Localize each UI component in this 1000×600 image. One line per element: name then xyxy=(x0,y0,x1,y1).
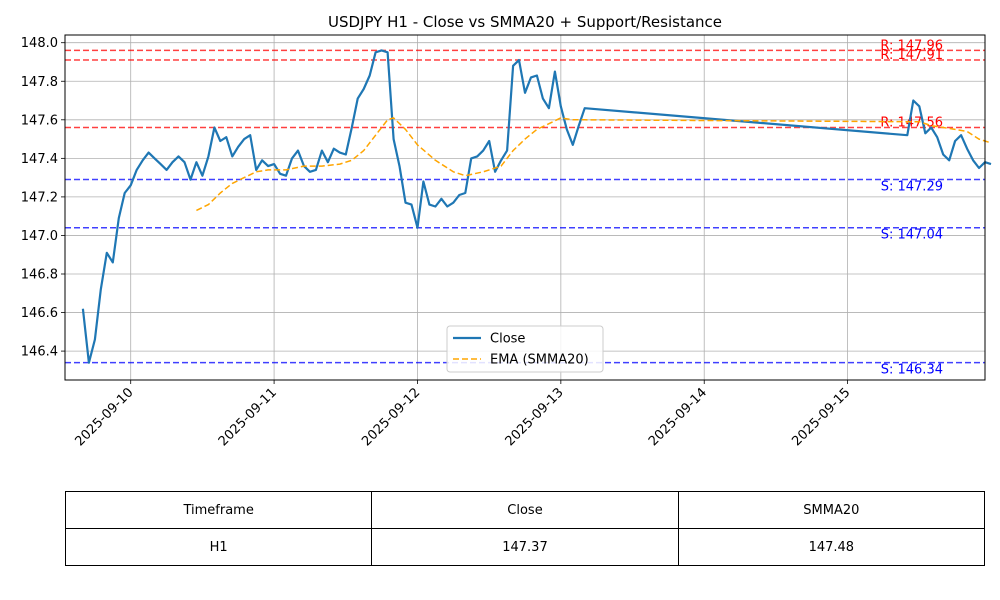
x-tick-label: 2025-09-14 xyxy=(646,385,710,449)
table-cell-smma20: 147.48 xyxy=(677,528,986,566)
legend-label: Close xyxy=(490,332,525,347)
resistance-level-label: R: 147.91 xyxy=(880,48,943,63)
support-level-label: S: 147.04 xyxy=(881,228,943,243)
y-tick-label: 147.0 xyxy=(21,229,58,244)
chart-canvas: USDJPY H1 - Close vs SMMA20 + Support/Re… xyxy=(21,13,992,449)
table-header-close: Close xyxy=(371,491,679,529)
series-group xyxy=(81,49,992,364)
table-cell-timeframe: H1 xyxy=(64,528,373,566)
x-tick-label: 2025-09-15 xyxy=(789,385,853,449)
legend: Close EMA (SMMA20) xyxy=(446,325,604,373)
summary-table: Timeframe Close SMMA20 H1 147.37 147.48 xyxy=(64,491,986,566)
support-level-label: S: 146.34 xyxy=(881,363,943,378)
close-series-line xyxy=(81,49,992,364)
resistance-level-label: R: 147.96 xyxy=(880,38,943,53)
table-header-smma20: SMMA20 xyxy=(677,491,986,529)
y-tick-label: 146.8 xyxy=(21,267,58,282)
x-axis: 2025-09-10 2025-09-11 2025-09-12 2025-09-13… xyxy=(73,380,853,449)
legend-box xyxy=(446,325,604,373)
x-tick-label: 2025-09-10 xyxy=(73,385,137,449)
table-cell-close: 147.37 xyxy=(371,528,679,566)
y-tick-label: 147.6 xyxy=(21,113,58,128)
resistance-level-label: R: 147.56 xyxy=(880,116,943,131)
legend-label: EMA (SMMA20) xyxy=(490,353,589,368)
x-tick-label: 2025-09-13 xyxy=(503,385,567,449)
x-tick-label: 2025-09-12 xyxy=(359,385,423,449)
y-tick-label: 147.8 xyxy=(21,75,58,90)
y-tick-label: 148.0 xyxy=(21,36,58,51)
grid-lines xyxy=(65,35,985,380)
y-tick-label: 147.4 xyxy=(21,152,58,167)
y-axis: 146.4 146.6 146.8 147.0 147.2 147.4 147.6 147.8… xyxy=(21,36,65,360)
y-tick-label: 146.4 xyxy=(21,345,58,360)
chart-title: USDJPY H1 - Close vs SMMA20 + Support/Re… xyxy=(328,13,722,31)
table-header-row: Timeframe Close SMMA20 xyxy=(64,491,986,529)
table-header-timeframe: Timeframe xyxy=(64,491,373,529)
y-tick-label: 147.2 xyxy=(21,190,58,205)
support-level-label: S: 147.29 xyxy=(881,180,943,195)
x-tick-label: 2025-09-11 xyxy=(216,385,280,449)
y-tick-label: 146.6 xyxy=(21,306,58,321)
smma20-series-line xyxy=(196,117,992,212)
plot-frame xyxy=(64,34,986,381)
table-row: H1 147.37 147.48 xyxy=(64,528,986,566)
